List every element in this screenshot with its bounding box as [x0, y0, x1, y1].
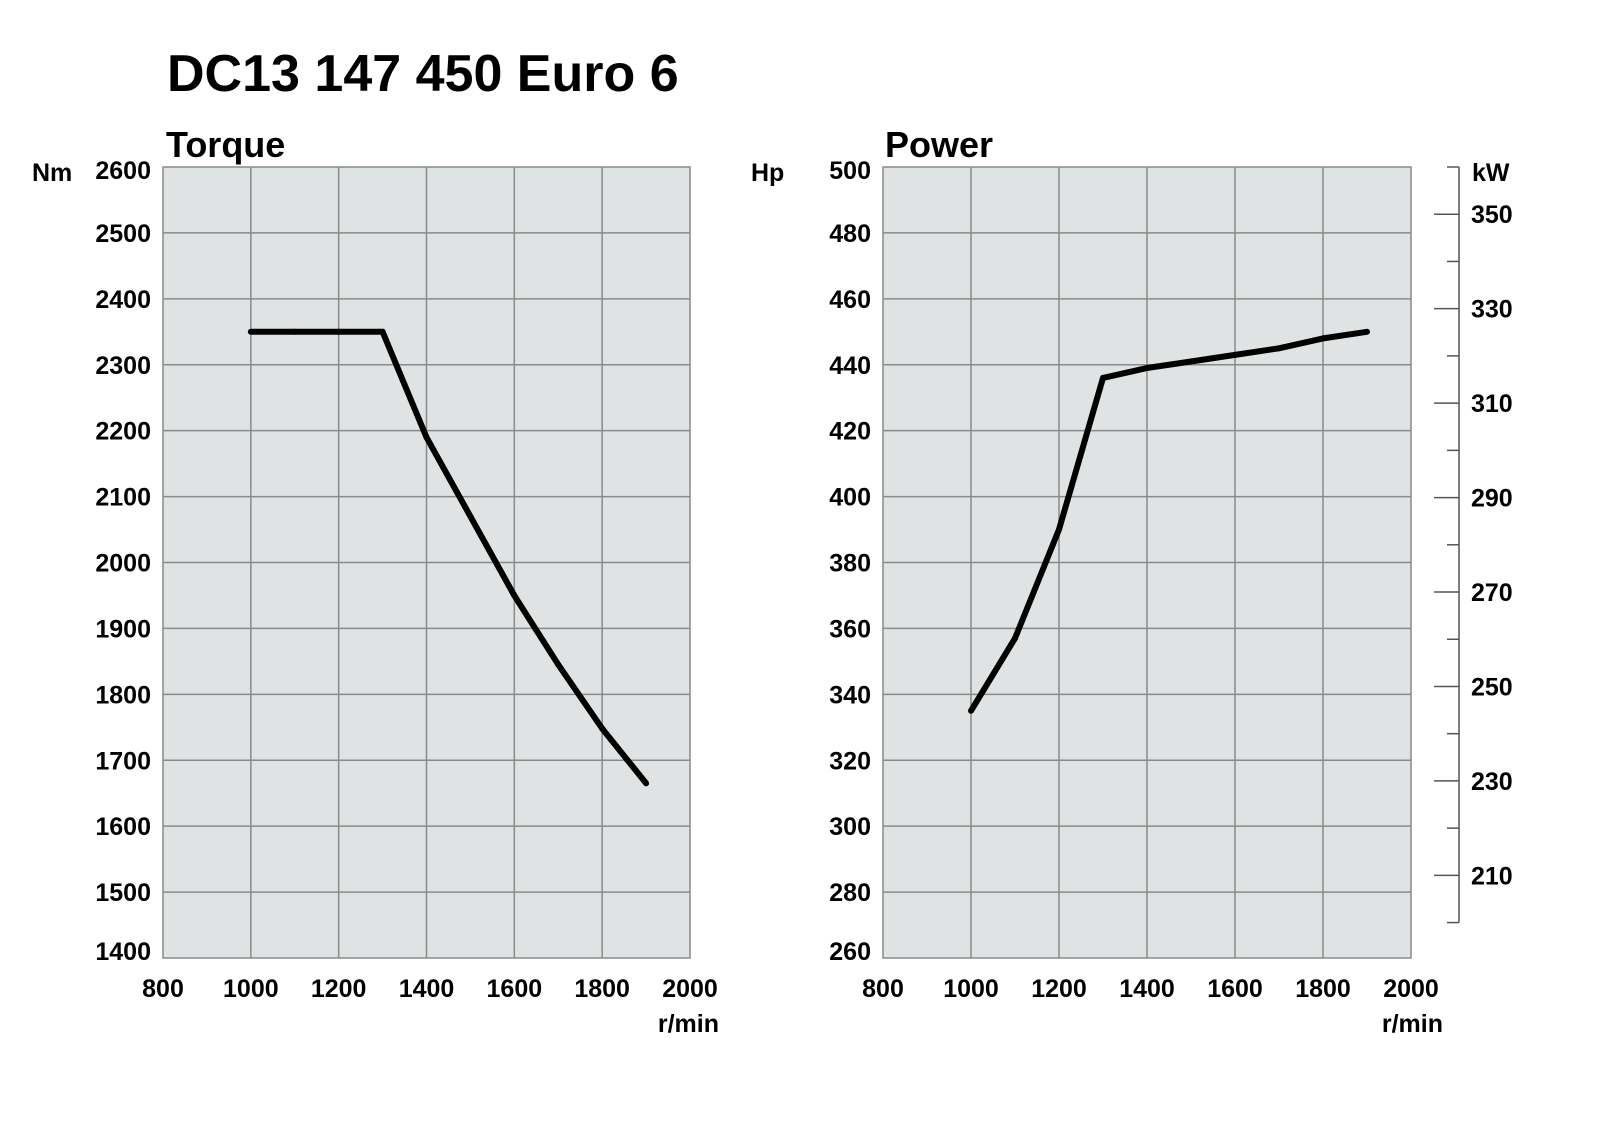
- torque-data-point: [335, 328, 342, 335]
- power-data-point: [1056, 526, 1062, 533]
- torque-data-points: [247, 328, 650, 787]
- torque-y-tick-label: 1400: [95, 938, 151, 966]
- power-plot-border: [882, 166, 1412, 959]
- power-y-tick-label: 420: [829, 418, 871, 446]
- power-y-tick-label: 320: [829, 747, 871, 775]
- power-y-axis-label: Hp: [751, 159, 784, 187]
- torque-data-point: [599, 725, 606, 732]
- power-y-tick-label: 480: [829, 220, 871, 248]
- torque-y-axis-label: Nm: [32, 159, 72, 187]
- power-kw-tick-label: 310: [1471, 390, 1513, 418]
- power-kw-tick-label: 270: [1471, 579, 1513, 607]
- power-data-point: [1320, 335, 1326, 342]
- torque-y-tick-label: 2400: [95, 286, 151, 314]
- power-gridlines: [883, 167, 1411, 958]
- power-x-tick-label: 2000: [1383, 975, 1439, 1003]
- torque-y-tick-label: 2300: [95, 352, 151, 380]
- power-y-tick-label: 460: [829, 286, 871, 314]
- power-y-tick-labels: 260 280 300 320 340 360 380 400 420 440 460 480 500: [829, 157, 871, 966]
- torque-y-tick-label: 1500: [95, 879, 151, 907]
- torque-y-tick-label: 2500: [95, 220, 151, 248]
- power-data-point: [1144, 365, 1150, 372]
- power-data-point: [1188, 358, 1194, 365]
- page-title: DC13 147 450 Euro 6: [167, 45, 679, 103]
- power-x-tick-labels: 800 1000 1200 1400 1600 1800 2000: [862, 975, 1439, 1003]
- torque-x-tick-labels: 800 1000 1200 1400 1600 1800 2000: [142, 975, 718, 1003]
- power-y2-axis-label: kW: [1472, 159, 1510, 187]
- power-y-tick-label: 360: [829, 615, 871, 643]
- power-data-point: [1232, 351, 1238, 358]
- torque-y-tick-label: 1900: [95, 615, 151, 643]
- power-title: Power: [885, 124, 993, 165]
- power-y-tick-label: 500: [829, 157, 871, 185]
- torque-x-axis-label: r/min: [658, 1010, 719, 1038]
- power-data-point: [968, 707, 974, 714]
- torque-x-tick-label: 1600: [487, 975, 543, 1003]
- power-y-tick-label: 440: [829, 352, 871, 380]
- torque-y-tick-label: 2600: [95, 157, 151, 185]
- torque-data-point: [643, 780, 650, 787]
- power-y-tick-label: 380: [829, 550, 871, 578]
- torque-plot-border: [162, 166, 691, 959]
- power-x-tick-label: 1800: [1295, 975, 1351, 1003]
- power-y-tick-label: 280: [829, 879, 871, 907]
- torque-y-tick-label: 2000: [95, 550, 151, 578]
- torque-x-tick-label: 1400: [399, 975, 455, 1003]
- power-kw-tick-label: 330: [1471, 296, 1513, 324]
- power-x-tick-label: 1400: [1119, 975, 1175, 1003]
- power-kw-tick-label: 250: [1471, 673, 1513, 701]
- power-data-point: [1012, 635, 1018, 642]
- power-kw-axis: 210 230 250 270 290 310 330 350: [1434, 166, 1513, 924]
- power-y-tick-label: 260: [829, 938, 871, 966]
- power-chart: 800 1000 1200 1400 1600 1800 2000 260 280 300 320…: [751, 124, 1513, 1038]
- power-y-tick-label: 400: [829, 484, 871, 512]
- torque-data-point: [423, 434, 430, 441]
- torque-data-point: [467, 513, 474, 520]
- torque-x-tick-label: 800: [142, 975, 184, 1003]
- torque-data-point: [511, 592, 518, 599]
- power-x-tick-label: 1000: [943, 975, 999, 1003]
- torque-data-point: [379, 328, 386, 335]
- power-x-tick-label: 1200: [1031, 975, 1087, 1003]
- torque-x-tick-label: 1000: [223, 975, 279, 1003]
- power-x-axis-label: r/min: [1382, 1010, 1443, 1038]
- torque-y-tick-label: 1800: [95, 681, 151, 709]
- power-data-point: [1100, 374, 1106, 381]
- power-x-tick-label: 800: [862, 975, 904, 1003]
- power-x-tick-label: 1600: [1207, 975, 1263, 1003]
- power-kw-tick-label: 210: [1471, 862, 1513, 890]
- torque-chart: 800 1000 1200 1400 1600 1800 2000 1400 1500 1600…: [32, 124, 719, 1038]
- power-kw-tick-label: 350: [1471, 201, 1513, 229]
- torque-title: Torque: [166, 124, 285, 165]
- torque-gridlines: [163, 167, 690, 958]
- power-kw-tick-label: 230: [1471, 768, 1513, 796]
- torque-y-tick-label: 1700: [95, 747, 151, 775]
- power-kw-tick-label: 290: [1471, 485, 1513, 513]
- power-data-point: [1364, 328, 1370, 335]
- torque-y-tick-label: 1600: [95, 813, 151, 841]
- power-data-points: [968, 328, 1370, 714]
- power-y-tick-label: 340: [829, 681, 871, 709]
- torque-x-tick-label: 2000: [662, 975, 718, 1003]
- torque-y-tick-labels: 1400 1500 1600 1700 1800 1900 2000 2100 2200 2300…: [95, 157, 151, 966]
- torque-data-point: [291, 328, 298, 335]
- power-data-point: [1276, 345, 1282, 352]
- torque-y-tick-label: 2200: [95, 418, 151, 446]
- power-y-tick-label: 300: [829, 813, 871, 841]
- torque-y-tick-label: 2100: [95, 484, 151, 512]
- power-curve: [968, 328, 1368, 713]
- torque-x-tick-label: 1200: [311, 975, 367, 1003]
- torque-data-point: [401, 381, 408, 388]
- torque-x-tick-label: 1800: [574, 975, 630, 1003]
- torque-data-point: [247, 328, 254, 335]
- torque-data-point: [555, 661, 562, 668]
